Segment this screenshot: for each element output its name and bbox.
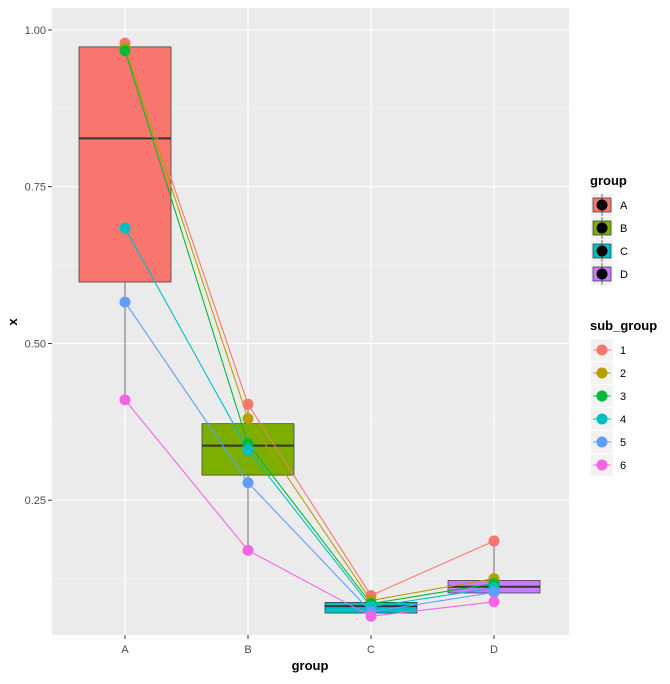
series-point-6 — [119, 394, 131, 406]
series-line-1 — [124, 42, 495, 597]
series-points — [119, 37, 500, 622]
legend-key-point — [596, 436, 608, 448]
legend-key-point — [596, 413, 608, 425]
series-point-4 — [119, 222, 131, 234]
series-lines — [124, 42, 495, 617]
series-line-3 — [124, 50, 495, 605]
legend-key-2 — [591, 362, 613, 384]
legend-key-1 — [591, 339, 613, 361]
series-point-5 — [488, 586, 500, 598]
y-tick-label: 0.50 — [25, 338, 46, 350]
legend-key-4 — [591, 408, 613, 430]
legend-key-point — [596, 344, 608, 356]
legend-key-point — [596, 199, 608, 211]
legend-label: D — [620, 269, 628, 281]
legend-key-C — [591, 240, 613, 262]
series-point-1 — [242, 398, 254, 410]
legend-label: 4 — [620, 414, 626, 426]
series-point-1 — [488, 535, 500, 547]
x-tick-label: C — [367, 644, 375, 656]
x-axis-title: group — [292, 658, 329, 673]
legend-key-A — [591, 194, 613, 216]
box — [78, 46, 172, 283]
legend-label: C — [620, 246, 628, 258]
legend-label: 6 — [620, 460, 626, 472]
boxplot-A — [78, 43, 172, 400]
series-line-5 — [124, 301, 495, 613]
legend-key-B — [591, 217, 613, 239]
series-point-6 — [488, 596, 500, 608]
legend-title: sub_group — [590, 318, 657, 333]
legend-key-5 — [591, 431, 613, 453]
series-point-5 — [119, 296, 131, 308]
y-axis-title: x — [5, 318, 20, 326]
legend-key-3 — [591, 385, 613, 407]
legend-label: B — [620, 223, 627, 235]
legend-key-point — [596, 367, 608, 379]
legend-label: 3 — [620, 391, 626, 403]
y-tick-label: 0.75 — [25, 182, 46, 194]
series-point-3 — [119, 45, 131, 57]
legend-label: A — [620, 200, 628, 212]
legend-key-point — [596, 390, 608, 402]
series-line-4 — [124, 227, 495, 608]
series-point-2 — [242, 413, 254, 425]
series-line-6 — [124, 399, 495, 617]
legend-key-point — [596, 268, 608, 280]
series-point-6 — [365, 610, 377, 622]
y-tick-label: 1.00 — [25, 25, 46, 37]
legend-label: 5 — [620, 437, 626, 449]
legend-key-point — [596, 245, 608, 257]
legend-title: group — [590, 173, 627, 188]
series-line-2 — [124, 47, 495, 602]
series-point-5 — [242, 477, 254, 489]
legend-sub-group: sub_group 1 2 3 4 5 6 — [590, 318, 657, 476]
series-point-4 — [242, 444, 254, 456]
y-tick-label: 0.25 — [25, 495, 46, 507]
axes: 0.25 0.50 0.75 1.00 A B C D — [25, 25, 498, 656]
legend-key-D — [591, 263, 613, 285]
series-point-6 — [242, 544, 254, 556]
legend-label: 1 — [620, 345, 626, 357]
x-tick-label: D — [490, 644, 498, 656]
legend-label: 2 — [620, 368, 626, 380]
legend-key-point — [596, 222, 608, 234]
x-tick-label: A — [121, 644, 129, 656]
legend-key-point — [596, 459, 608, 471]
legend-key-6 — [591, 454, 613, 476]
x-tick-label: B — [244, 644, 251, 656]
